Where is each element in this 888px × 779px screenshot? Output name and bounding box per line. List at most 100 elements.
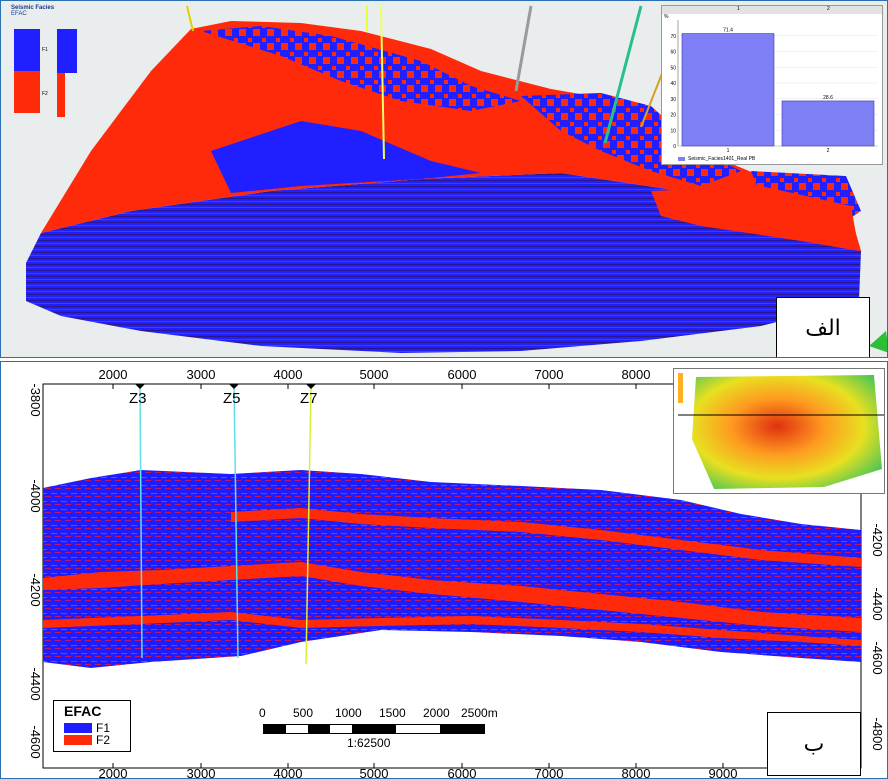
scale-label: 1000 bbox=[335, 706, 362, 720]
x-tick-top: 5000 bbox=[360, 367, 389, 382]
scale-label: 2000 bbox=[423, 706, 450, 720]
histogram-legend-text: Seismic_Facies1401_Real PB bbox=[688, 156, 756, 162]
x-tick-top: 2000 bbox=[99, 367, 128, 382]
well-trace-4 bbox=[514, 5, 533, 92]
legend-bar-f1 bbox=[57, 29, 77, 73]
legend-label-f1: F1 bbox=[42, 47, 48, 53]
y-tick-left: -4000 bbox=[28, 479, 43, 512]
well-label-z5: Z5 bbox=[223, 390, 241, 407]
well-trace-5 bbox=[603, 5, 643, 144]
well-trace-z7 bbox=[305, 385, 312, 665]
well-trace-6 bbox=[640, 70, 664, 128]
x-tick-top: 7000 bbox=[535, 367, 564, 382]
legend-bar-f2 bbox=[57, 73, 65, 117]
panel-facies-section: 2000 2000 3000 3000 4000 4000 5000 5000 6000 6000… bbox=[0, 361, 888, 779]
scale-label: 500 bbox=[293, 706, 314, 720]
tab-1[interactable]: 1 bbox=[737, 6, 740, 12]
f1-region-ridge bbox=[201, 26, 521, 111]
f2-band-lower bbox=[43, 612, 861, 646]
y-tick-left: -4600 bbox=[28, 725, 43, 758]
x-tick-top: 4000 bbox=[274, 367, 303, 382]
x-tick-top: 3000 bbox=[187, 367, 216, 382]
well-marker-z7-icon bbox=[306, 384, 316, 389]
bar-1[interactable] bbox=[681, 33, 775, 147]
y-tick-right: -4200 bbox=[870, 523, 885, 556]
scale-label: 0 bbox=[259, 706, 266, 720]
x-tick-bottom: 7000 bbox=[535, 766, 564, 779]
y-tick-left: -3800 bbox=[28, 383, 43, 416]
y-tick-right: -4600 bbox=[870, 641, 885, 674]
y-tick-label: 20 bbox=[670, 113, 676, 119]
well-trace-1 bbox=[186, 5, 194, 32]
efac-legend-title: EFAC bbox=[64, 703, 102, 719]
category-label: 1 bbox=[727, 148, 730, 154]
bar-value-label: 71.4 bbox=[723, 28, 733, 34]
histogram-tab-bar: 1 2 bbox=[662, 6, 882, 14]
x-tick-bottom: 9000 bbox=[709, 766, 738, 779]
x-tick-bottom: 4000 bbox=[274, 766, 303, 779]
y-tick-label: 50 bbox=[670, 65, 676, 71]
f2-band-main bbox=[43, 562, 861, 632]
histogram-chart: 0 10 20 30 40 50 60 70 71.4 1 28.6 2 bbox=[670, 20, 878, 154]
efac-legend: EFAC F1 F2 bbox=[53, 700, 131, 752]
x-tick-bottom: 6000 bbox=[448, 766, 477, 779]
efac-label-f1: F1 bbox=[96, 721, 111, 735]
well-marker-z3-icon bbox=[135, 384, 145, 389]
inset-map-graphic bbox=[678, 373, 884, 489]
histogram-legend: Seismic_Facies1401_Real PB bbox=[678, 156, 755, 162]
panel-label-a: الف bbox=[776, 297, 870, 357]
scale-bar-graphic bbox=[263, 724, 485, 734]
efac-swatch-f2 bbox=[64, 735, 92, 745]
inset-color-scale bbox=[678, 373, 683, 403]
y-tick-left: -4800 bbox=[1, 362, 18, 365]
scale-bar-labels: 0 500 1000 1500 2000 2500m bbox=[255, 706, 498, 720]
legend-swatch-f1 bbox=[14, 29, 40, 71]
well-trace-3 bbox=[380, 5, 385, 160]
efac-label-f2: F2 bbox=[96, 733, 111, 747]
legend-label-f2: F2 bbox=[42, 91, 48, 97]
y-tick-label: 70 bbox=[670, 34, 676, 40]
x-tick-top: 8000 bbox=[622, 367, 651, 382]
f2-band-upper bbox=[231, 508, 861, 567]
inset-location-map[interactable] bbox=[673, 368, 885, 494]
axis-arrow-icon bbox=[869, 331, 887, 353]
x-tick-bottom: 2000 bbox=[99, 766, 128, 779]
well-trace-z5 bbox=[233, 385, 239, 659]
tab-2[interactable]: 2 bbox=[827, 6, 830, 12]
scale-ratio: 1:62500 bbox=[347, 736, 391, 750]
y-tick-right: -4800 bbox=[870, 717, 885, 750]
well-label-z3: Z3 bbox=[129, 390, 147, 407]
legend-title: Seismic Facies bbox=[11, 5, 55, 11]
category-label: 2 bbox=[827, 148, 830, 154]
model-top-surface bbox=[41, 21, 861, 251]
y-tick-label: 0 bbox=[673, 144, 676, 150]
y-tick-left: -4200 bbox=[28, 573, 43, 606]
scale-label: 2500m bbox=[461, 706, 498, 720]
legend-subtitle: EFAC bbox=[11, 11, 27, 17]
inset-map-surface bbox=[692, 375, 882, 489]
x-tick-bottom: 3000 bbox=[187, 766, 216, 779]
well-marker-z5-icon bbox=[229, 384, 239, 389]
y-tick-left: -4400 bbox=[28, 667, 43, 700]
bar-2[interactable] bbox=[781, 100, 875, 147]
y-tick-label: 30 bbox=[670, 97, 676, 103]
x-tick-bottom: 8000 bbox=[622, 766, 651, 779]
well-label-z7: Z7 bbox=[300, 390, 318, 407]
y-tick-right: -4400 bbox=[870, 587, 885, 620]
f2-region-lower-right bbox=[651, 186, 859, 251]
y-tick-label: 40 bbox=[670, 81, 676, 87]
panel-3d-facies-model: Seismic Facies EFAC F1 F2 1 2 % 0 10 20 30 4… bbox=[0, 0, 888, 358]
legend-swatch-f2 bbox=[14, 71, 40, 113]
scale-label: 1500 bbox=[379, 706, 406, 720]
panel-label-b: ب bbox=[767, 712, 861, 776]
model-side-wall bbox=[26, 173, 861, 353]
well-trace-z3 bbox=[139, 385, 143, 659]
y-tick-label: 60 bbox=[670, 50, 676, 56]
facies-legend: Seismic Facies EFAC F1 F2 bbox=[11, 5, 87, 117]
histogram-legend-swatch bbox=[678, 157, 685, 161]
bar-value-label: 28.6 bbox=[823, 95, 833, 101]
x-tick-top: 6000 bbox=[448, 367, 477, 382]
efac-swatch-f1 bbox=[64, 723, 92, 733]
histogram-window: 1 2 % 0 10 20 30 40 50 60 70 71.4 1 28.6 2 Seismic_… bbox=[661, 5, 883, 165]
y-unit-label: % bbox=[664, 14, 669, 20]
